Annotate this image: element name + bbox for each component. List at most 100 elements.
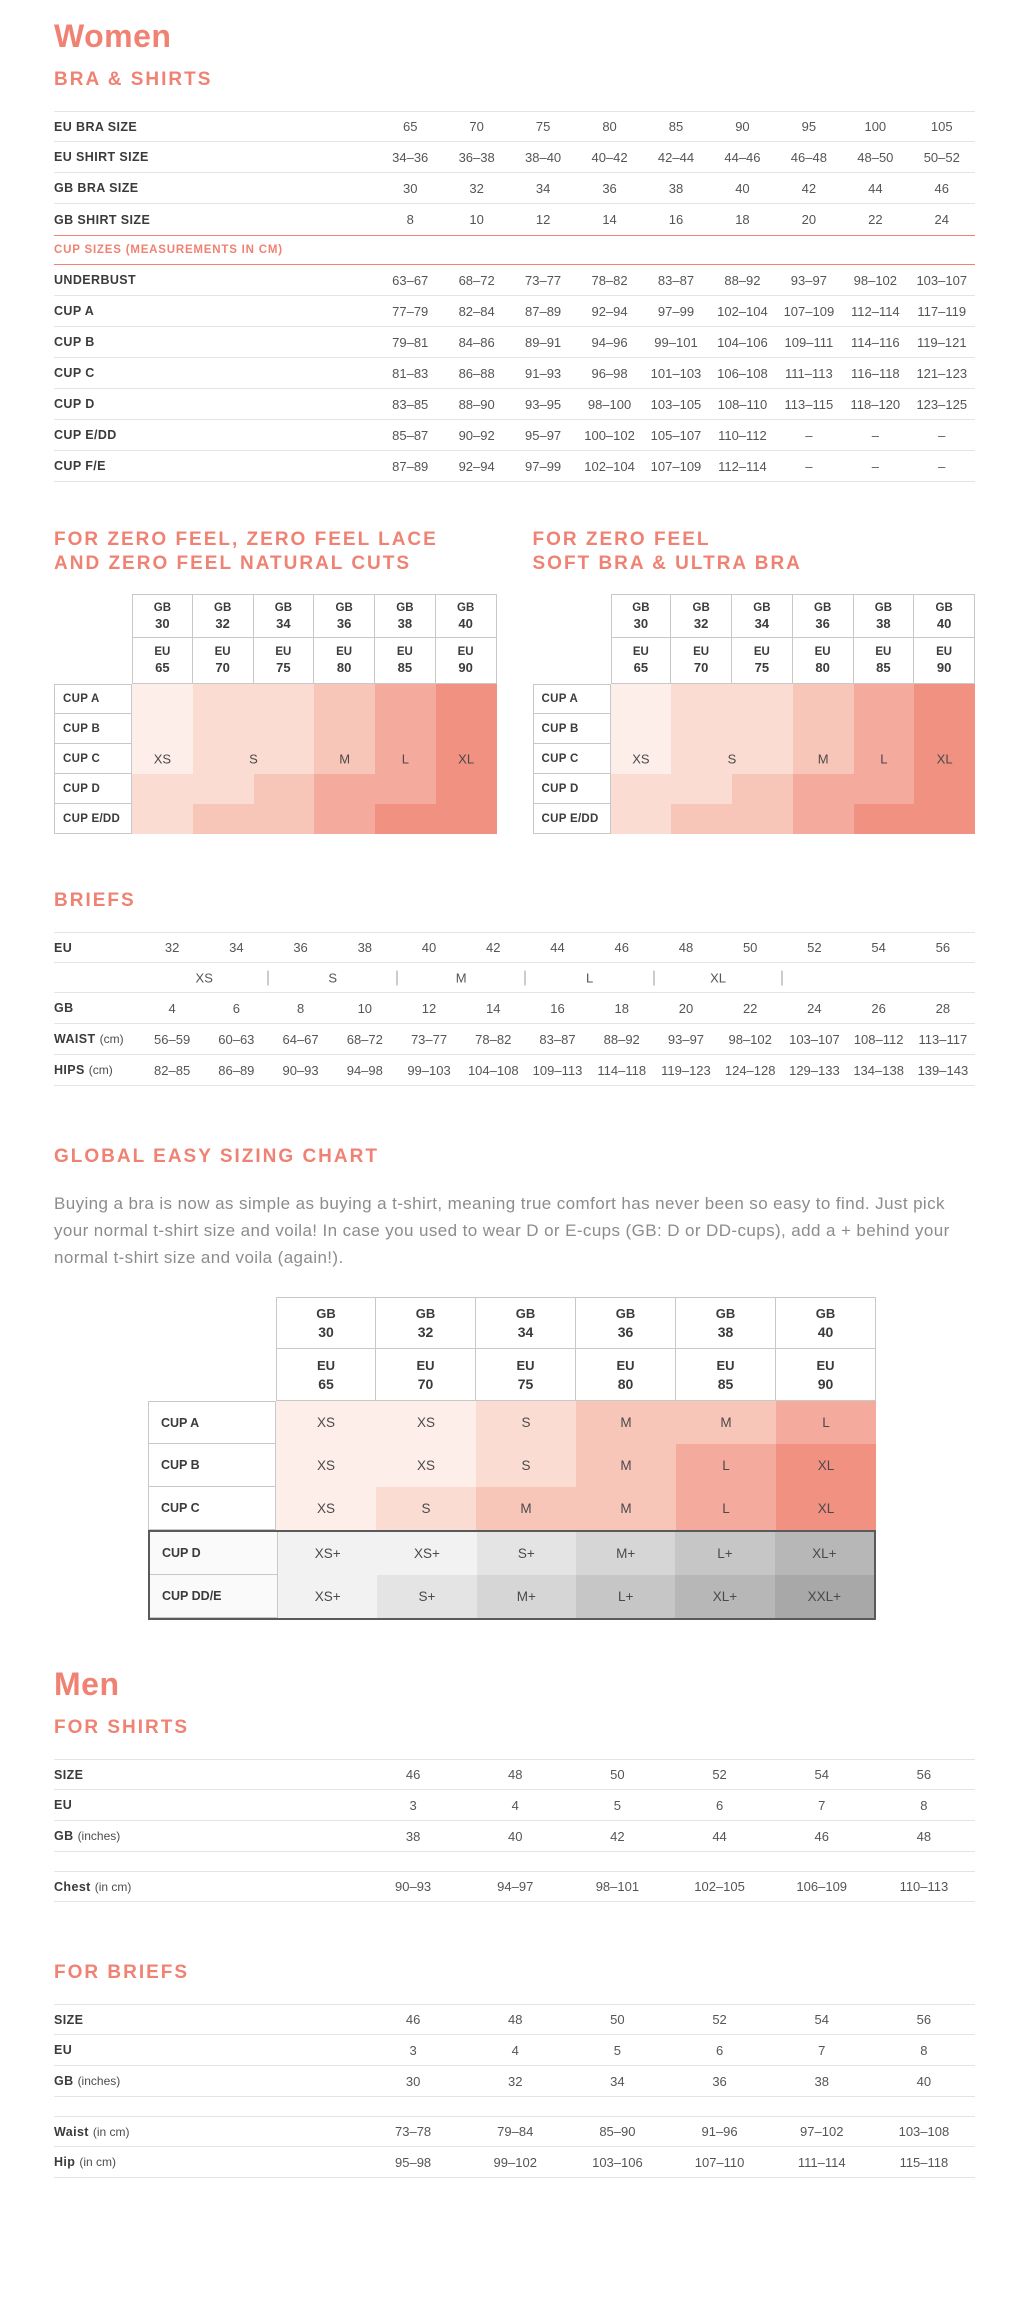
size-map-cell	[435, 744, 497, 774]
header-prefix: EU	[154, 646, 171, 658]
table-cell: 124–128	[724, 1062, 776, 1078]
size-map-cell	[610, 684, 672, 714]
cup-d-dde-rows: CUP D XS+ XS+ S+ M+ L+ XL+ CUP DD/E XS+ S+ M+ L+…	[150, 1532, 874, 1618]
size-map-cell	[253, 744, 315, 774]
table-cell: 82–84	[458, 303, 495, 319]
table-cell: 100	[864, 119, 887, 134]
size-label: L	[401, 751, 409, 767]
size-map-cell	[914, 714, 975, 744]
table-cell: 68–72	[346, 1031, 383, 1047]
table-cell: 87–89	[392, 458, 429, 474]
row-label: GB	[54, 1001, 140, 1015]
size-value-cell: M+	[576, 1532, 676, 1575]
table-cell: 97–99	[657, 303, 695, 319]
header-size: 40	[817, 1324, 834, 1340]
table-cell: 40	[421, 940, 437, 955]
table-cell: –	[871, 427, 879, 443]
table-cell: 83–85	[392, 396, 429, 412]
table-cell: 92–94	[591, 303, 628, 319]
header-prefix: EU	[936, 646, 953, 658]
header-spacer	[533, 638, 611, 684]
table-cell: 113–115	[784, 396, 834, 412]
header-size: 40	[458, 615, 473, 631]
table-cell: 78–82	[591, 272, 628, 288]
table-cell: 46	[934, 180, 949, 196]
row-cells: 56–59 60–63 64–67 68–72 73–77 78–82 83–87 88–92…	[140, 1032, 975, 1047]
row-cells: XS+ S+ M+ L+ XL+ XXL+	[278, 1575, 874, 1618]
size-map-cell	[132, 684, 193, 714]
row-label: GB SHIRT SIZE	[54, 213, 377, 227]
table-cell: 103–107	[789, 1031, 840, 1047]
size-label: M	[339, 751, 351, 767]
size-map-cell	[610, 774, 672, 804]
table-cell: –	[938, 427, 946, 443]
size-labels-overlay: XS S M L XL	[132, 684, 497, 834]
table-cell: 123–125	[916, 396, 968, 412]
size-map-cell	[375, 744, 436, 774]
header-size: 70	[417, 1375, 434, 1392]
table-row: SIZE 46 48 50 52 54 56	[54, 2004, 975, 2035]
size-map-cell	[253, 684, 315, 714]
row-label: CUP A	[54, 304, 377, 318]
table-cell: 3	[409, 2042, 417, 2058]
header-prefix: EU	[336, 646, 353, 658]
eu-size-header-cell: EU 65	[276, 1349, 376, 1401]
heading-line: SOFT BRA & ULTRA BRA	[532, 553, 802, 574]
row-label: Waist (in cm)	[54, 2125, 362, 2139]
row-label-text: CUP F/E	[54, 459, 106, 473]
table-cell: 108–110	[717, 396, 768, 412]
eu-size-header-cell: EU 80	[792, 638, 854, 684]
size-map-cell	[610, 744, 672, 774]
size-value-cell: XL	[776, 1444, 876, 1487]
size-labels-overlay: XS S M L XL	[611, 684, 976, 834]
table-cell: –	[805, 427, 813, 443]
table-cell: 107–109	[650, 458, 702, 474]
gb-size-header-cell: GB 34	[732, 594, 793, 638]
size-value-cell: XXL+	[774, 1575, 874, 1618]
header-prefix: GB	[692, 601, 710, 614]
size-map-cell	[610, 714, 672, 744]
size-label: XL	[936, 751, 953, 767]
table-cell: 87–89	[525, 303, 562, 319]
header-prefix: GB	[457, 601, 475, 614]
table-cell: 79–84	[497, 2124, 534, 2139]
size-label: S	[249, 751, 258, 767]
table-cell: 103–107	[916, 272, 968, 288]
row-label: GB (inches)	[54, 2074, 362, 2088]
table-cell: 8	[406, 212, 414, 227]
cup-row-label: CUP E/DD	[54, 804, 132, 834]
row-cells: 32 34 36 38 40 42 44 46 48 50 52 54 56	[140, 940, 975, 955]
table-cell: 114–118	[597, 1062, 647, 1078]
cup-row-label: CUP D	[150, 1532, 278, 1575]
table-cell: 46	[405, 2012, 421, 2027]
row-label-unit: (cm)	[99, 1032, 124, 1046]
table-row: GB (inches) 38 40 42 44 46 48	[54, 1821, 975, 1852]
table-cell: 106–109	[796, 1879, 848, 1894]
size-map-cell	[671, 744, 732, 774]
eu-size-header-cell: EU 85	[375, 638, 436, 684]
size-map-cell	[375, 714, 436, 744]
divider-icon	[524, 970, 526, 985]
row-label: CUP B	[54, 335, 377, 349]
header-size: 38	[397, 615, 413, 631]
gb-size-header-cell: GB 36	[792, 594, 854, 638]
row-cells: 73–78 79–84 85–90 91–96 97–102 103–108	[362, 2124, 975, 2139]
size-value-cell: M	[576, 1487, 676, 1530]
table-cell: 10	[357, 1000, 373, 1016]
size-map-body: CUP A CUP B CUP C CUP D CUP E/DD	[532, 684, 976, 834]
table-cell: 92–94	[458, 458, 495, 474]
header-size: 85	[397, 660, 413, 675]
cup-row-label: CUP C	[148, 1487, 276, 1530]
table-cell: 109–111	[784, 334, 834, 350]
table-cell: 86–89	[218, 1062, 255, 1078]
table-cell: 83–87	[657, 272, 695, 288]
eu-size-header-cell: EU 85	[853, 638, 915, 684]
size-map-cell	[192, 684, 254, 714]
row-label: EU	[54, 2043, 362, 2057]
header-size: 65	[155, 660, 170, 675]
size-map-cell	[792, 804, 854, 834]
gb-header-row: GB 30 GB 32 GB 34 GB 36 GB 38	[148, 1297, 876, 1349]
cup-row-label: CUP D	[532, 774, 611, 804]
table-cell: 107–109	[783, 303, 835, 319]
